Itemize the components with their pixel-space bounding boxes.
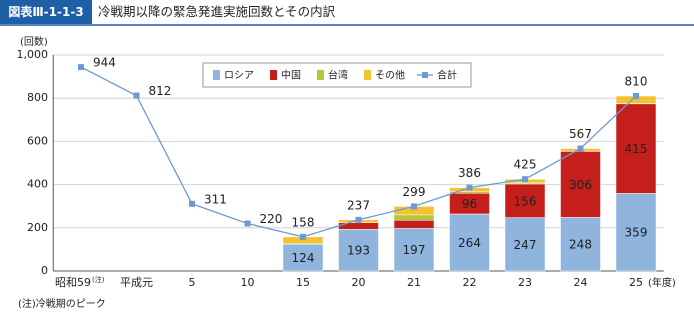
line-marker [522, 176, 528, 182]
line-marker [356, 217, 362, 223]
line-marker [300, 234, 306, 240]
x-tick-label: 平成元 [120, 276, 153, 289]
y-tick-label: 800 [27, 91, 48, 104]
bar-label: 156 [514, 194, 537, 208]
legend-swatch [364, 70, 371, 80]
line-label: 944 [93, 56, 116, 70]
line-marker [189, 201, 195, 207]
line-label: 299 [403, 185, 426, 199]
y-tick-label: 600 [27, 134, 48, 147]
legend-label: 中国 [281, 69, 301, 82]
bar-label: 415 [625, 142, 648, 156]
line-label: 220 [260, 212, 283, 226]
x-tick-label: 25 [629, 276, 643, 289]
line-marker [78, 64, 84, 70]
chart-title: 冷戦期以降の緊急発進実施回数とその内訳 [98, 4, 336, 19]
legend-swatch [270, 70, 277, 80]
y-tick-label: 200 [27, 221, 48, 234]
x-tick-note: (注) [92, 275, 105, 284]
bar-segment [394, 220, 434, 228]
legend-swatch [213, 70, 220, 80]
x-tick-label: 20 [352, 276, 366, 289]
x-axis-label: (年度) [648, 276, 676, 289]
line-marker [578, 146, 584, 152]
line-label: 812 [149, 84, 172, 98]
bar-label: 96 [462, 197, 477, 211]
legend-marker [422, 72, 428, 78]
x-tick-label: 24 [574, 276, 588, 289]
x-tick-label: 15 [296, 276, 310, 289]
line-marker [467, 185, 473, 191]
line-label: 810 [625, 75, 648, 89]
bar-label: 197 [403, 243, 426, 257]
bar-label: 193 [347, 244, 370, 258]
line-label: 567 [569, 127, 592, 141]
line-marker [633, 93, 639, 99]
y-tick-label: 1,000 [17, 48, 49, 61]
bar-label: 306 [569, 178, 592, 192]
line-label: 158 [292, 215, 315, 229]
bar-segment [394, 215, 434, 220]
line-marker [411, 203, 417, 209]
legend-label: 合計 [437, 69, 457, 82]
line-marker [245, 220, 251, 226]
legend-label: ロシア [224, 71, 254, 82]
bar-label: 264 [458, 236, 481, 250]
bar-label: 124 [292, 251, 315, 265]
legend-swatch [317, 70, 324, 80]
line-label: 386 [458, 166, 481, 180]
x-tick-label: 10 [241, 276, 255, 289]
bar-label: 248 [569, 238, 592, 252]
y-axis-label: (回数) [20, 35, 48, 48]
bar-label: 247 [514, 238, 537, 252]
x-tick-label: 23 [518, 276, 532, 289]
x-tick-label: 5 [189, 276, 196, 289]
footnote: (注)冷戦期のピーク [18, 297, 106, 310]
legend-label: 台湾 [328, 69, 348, 82]
badge: 図表Ⅲ-1-1-3 [8, 4, 83, 19]
x-tick-label: 22 [463, 276, 477, 289]
y-tick-label: 0 [41, 264, 48, 277]
line-label: 237 [347, 198, 370, 212]
line-marker [134, 93, 140, 99]
line-label: 311 [204, 192, 227, 206]
x-tick-label: 21 [407, 276, 421, 289]
y-tick-label: 400 [27, 178, 48, 191]
x-tick-label: 昭和59 [55, 276, 91, 289]
legend-label: その他 [375, 69, 405, 82]
line-label: 425 [514, 158, 537, 172]
bar-label: 359 [625, 226, 648, 240]
